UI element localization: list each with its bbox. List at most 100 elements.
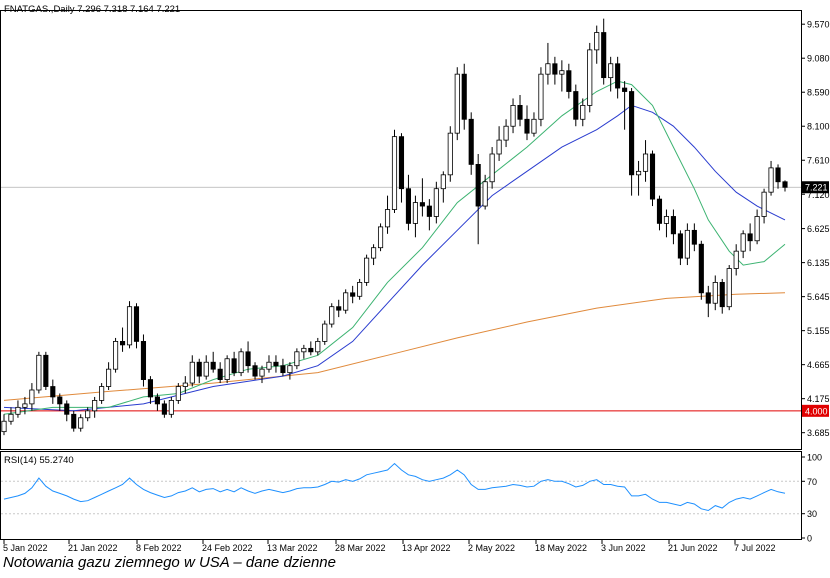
candle-body bbox=[154, 396, 160, 405]
candle-body bbox=[384, 209, 391, 228]
candle-body bbox=[147, 379, 153, 398]
symbol-header: FNATGAS.,Daily 7.296 7.318 7.164 7.221 bbox=[4, 4, 180, 15]
candle-body bbox=[412, 202, 418, 224]
candle-body bbox=[405, 188, 412, 224]
price-tick-label: 6.135 bbox=[807, 258, 830, 268]
candle-body bbox=[531, 118, 537, 134]
candle-body bbox=[175, 386, 181, 401]
candle-body bbox=[217, 368, 223, 380]
candle-body bbox=[57, 396, 63, 405]
candle-body bbox=[461, 73, 467, 120]
candle-body bbox=[691, 229, 697, 245]
candle-body bbox=[733, 250, 739, 269]
candle-body bbox=[475, 164, 481, 207]
candle-body bbox=[622, 87, 628, 92]
candle-body bbox=[203, 361, 209, 377]
candle-body bbox=[224, 358, 230, 380]
candle-body bbox=[440, 174, 446, 190]
candle-body bbox=[231, 358, 237, 374]
rsi-label: RSI(14) 55.2740 bbox=[4, 455, 74, 466]
candle-body bbox=[503, 125, 509, 141]
candle-body bbox=[447, 132, 453, 176]
candle-body bbox=[106, 368, 112, 387]
rsi-tick-label: 100 bbox=[807, 453, 822, 463]
price-tick-label: 7.610 bbox=[807, 156, 830, 166]
price-tick-label: 3.685 bbox=[807, 428, 830, 438]
candle-body bbox=[698, 243, 704, 294]
current-price-label: 7.221 bbox=[805, 183, 828, 193]
candle-body bbox=[294, 351, 300, 367]
candle-body bbox=[50, 386, 56, 398]
candle-body bbox=[566, 70, 572, 92]
candle-body bbox=[712, 282, 718, 304]
candle-body bbox=[517, 105, 523, 120]
candle-body bbox=[677, 233, 683, 259]
axes: 9.570 9.080 8.590 8.100 7.610 7.120 6.625 6.135… bbox=[3, 20, 830, 553]
candle-body bbox=[245, 351, 251, 367]
candle-body bbox=[266, 361, 272, 370]
date-tick-label: 2 May 2022 bbox=[468, 543, 515, 553]
candle-body bbox=[329, 306, 335, 325]
candle-body bbox=[210, 361, 216, 370]
candle-body bbox=[15, 406, 21, 415]
candle-body bbox=[433, 188, 439, 217]
candle-body bbox=[398, 136, 405, 190]
candle-body bbox=[357, 282, 363, 297]
candle-body bbox=[168, 400, 174, 415]
candle-body bbox=[601, 32, 607, 79]
candle-body bbox=[252, 365, 258, 377]
candle-body bbox=[161, 403, 167, 415]
price-tick-label: 8.590 bbox=[807, 88, 830, 98]
candle-body bbox=[559, 70, 565, 75]
candle-body bbox=[419, 202, 425, 207]
candle-body bbox=[140, 341, 147, 380]
candle-body bbox=[336, 306, 342, 311]
rsi-tick-label: 30 bbox=[807, 509, 817, 519]
main-pane-border bbox=[0, 10, 802, 450]
date-tick-label: 18 May 2022 bbox=[535, 543, 587, 553]
candle-body bbox=[280, 365, 286, 374]
chart-caption: Notowania gazu ziemnego w USA – dane dzi… bbox=[3, 554, 336, 571]
candle-body bbox=[182, 382, 188, 387]
date-tick-label: 21 Jun 2022 bbox=[668, 543, 718, 553]
candle-body bbox=[43, 354, 49, 387]
candle-body bbox=[64, 403, 70, 415]
candle-body bbox=[489, 153, 495, 183]
candle-body bbox=[580, 105, 586, 120]
candle-body bbox=[538, 73, 544, 120]
date-tick-label: 28 Mar 2022 bbox=[335, 543, 386, 553]
price-tick-label: 7.120 bbox=[807, 190, 830, 200]
candle-body bbox=[608, 63, 614, 79]
candle-body bbox=[259, 368, 265, 377]
candle-body bbox=[782, 181, 788, 188]
rsi-pane bbox=[1, 462, 801, 515]
candle-body bbox=[133, 306, 140, 342]
candle-body bbox=[719, 282, 725, 308]
candle-body bbox=[587, 49, 593, 106]
candle-body bbox=[22, 403, 28, 408]
date-tick-label: 24 Feb 2022 bbox=[202, 543, 253, 553]
price-tick-label: 5.155 bbox=[807, 326, 830, 336]
price-tick-label: 8.100 bbox=[807, 122, 830, 132]
rsi-pane-border bbox=[0, 451, 802, 540]
candle-body bbox=[684, 229, 690, 259]
rsi-tick-label: 0 bbox=[807, 534, 812, 544]
price-pane bbox=[1, 18, 801, 436]
price-tick-label: 4.665 bbox=[807, 360, 830, 370]
candle-body bbox=[510, 105, 516, 127]
candle-body bbox=[636, 170, 642, 176]
candle-body bbox=[99, 386, 105, 401]
candle-body bbox=[308, 347, 314, 353]
candle-body bbox=[726, 268, 732, 308]
candle-body bbox=[126, 306, 133, 346]
date-tick-label: 7 Jul 2022 bbox=[734, 543, 776, 553]
candle-body bbox=[371, 247, 377, 259]
candle-body bbox=[391, 136, 398, 210]
candle-body bbox=[552, 63, 558, 75]
date-tick-label: 13 Mar 2022 bbox=[267, 543, 318, 553]
price-tick-label: 9.570 bbox=[807, 20, 830, 30]
date-tick-label: 5 Jan 2022 bbox=[3, 543, 48, 553]
candle-body bbox=[189, 361, 195, 384]
date-tick-label: 13 Apr 2022 bbox=[402, 543, 451, 553]
